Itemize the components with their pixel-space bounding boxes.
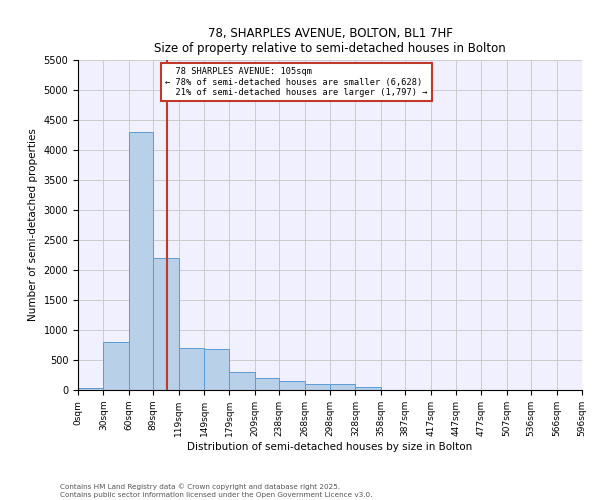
- Bar: [103, 342, 129, 390]
- Bar: [229, 372, 255, 390]
- Bar: [204, 349, 229, 390]
- Bar: [153, 258, 179, 390]
- Bar: [279, 381, 305, 390]
- Title: 78, SHARPLES AVENUE, BOLTON, BL1 7HF
Size of property relative to semi-detached : 78, SHARPLES AVENUE, BOLTON, BL1 7HF Siz…: [154, 26, 506, 54]
- Text: 78 SHARPLES AVENUE: 105sqm
← 78% of semi-detached houses are smaller (6,628)
  2: 78 SHARPLES AVENUE: 105sqm ← 78% of semi…: [165, 67, 428, 97]
- Text: Contains HM Land Registry data © Crown copyright and database right 2025.
Contai: Contains HM Land Registry data © Crown c…: [60, 484, 373, 498]
- Bar: [305, 384, 330, 390]
- Bar: [78, 388, 103, 390]
- Bar: [179, 348, 204, 390]
- Bar: [255, 378, 279, 390]
- Bar: [129, 132, 153, 390]
- Bar: [355, 387, 381, 390]
- Bar: [330, 384, 355, 390]
- Y-axis label: Number of semi-detached properties: Number of semi-detached properties: [28, 128, 38, 322]
- X-axis label: Distribution of semi-detached houses by size in Bolton: Distribution of semi-detached houses by …: [187, 442, 473, 452]
